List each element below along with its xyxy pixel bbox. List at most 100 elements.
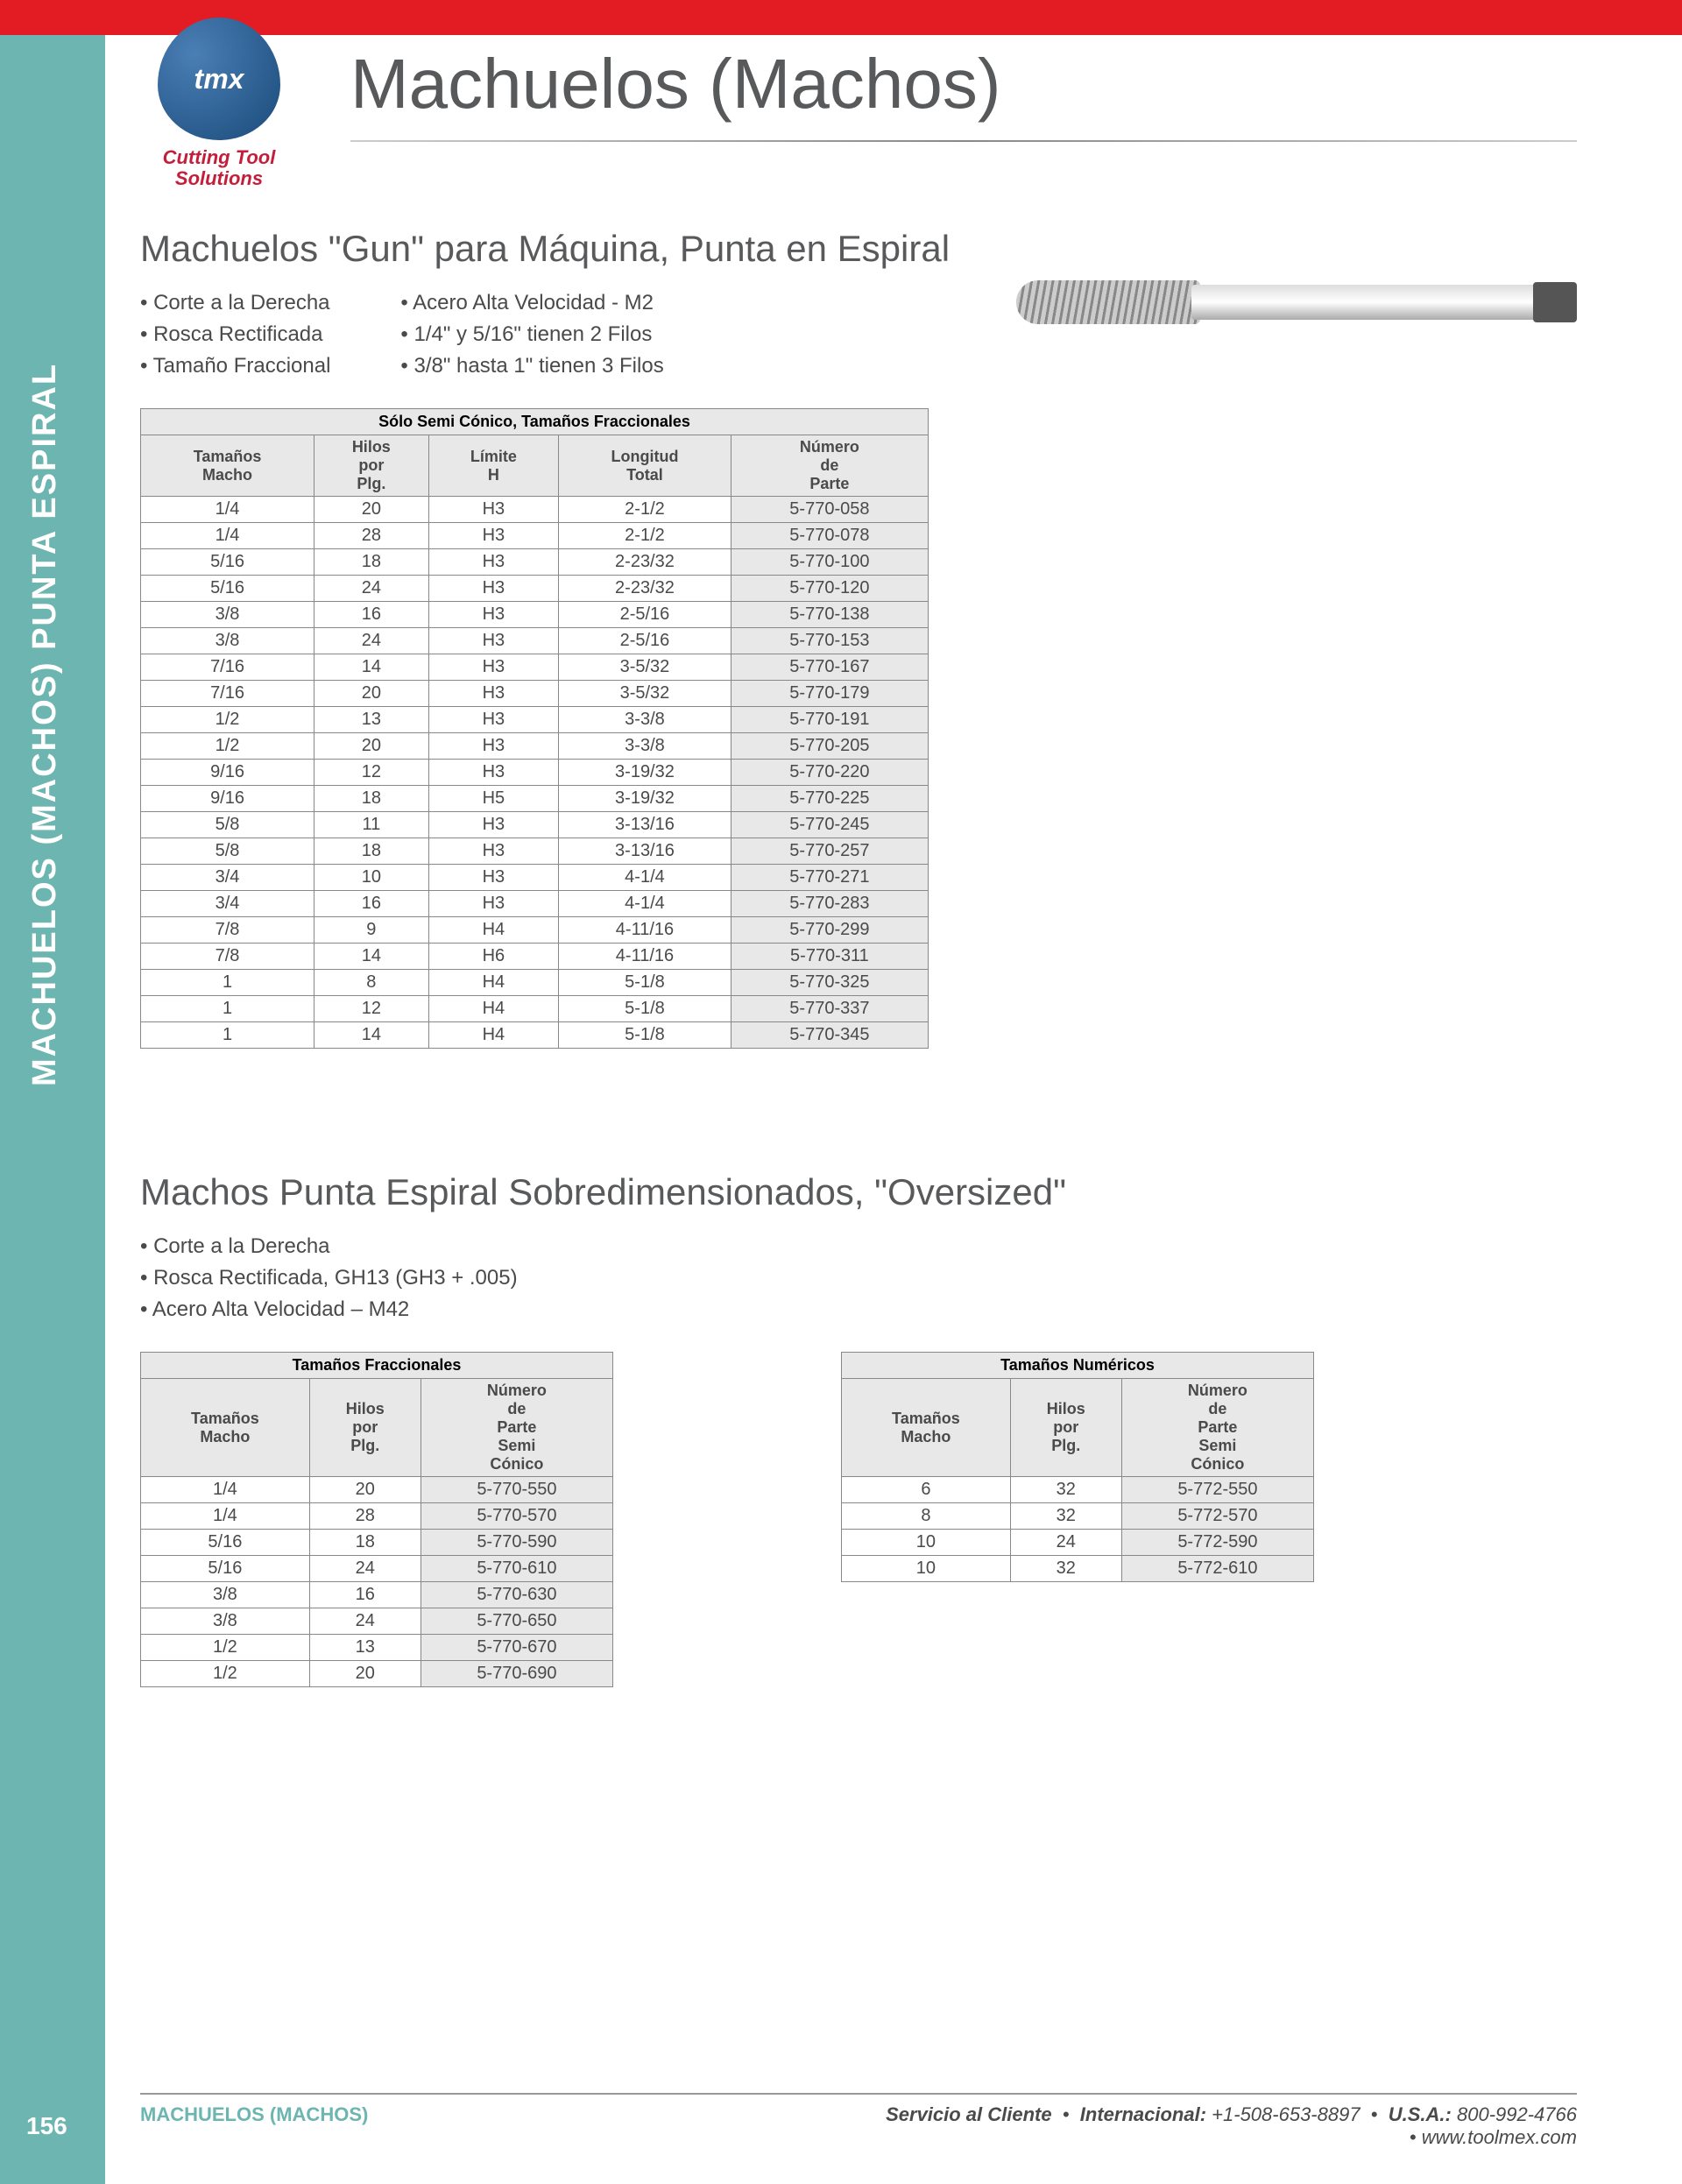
table-cell: 5-770-100 bbox=[731, 549, 928, 576]
table-cell: 5-770-225 bbox=[731, 786, 928, 812]
table-cell: 8 bbox=[314, 970, 429, 996]
table-cell: 4-1/4 bbox=[559, 865, 731, 891]
table-cell: H3 bbox=[428, 628, 559, 654]
table-row: 9/1612H33-19/325-770-220 bbox=[141, 760, 929, 786]
page-title: Machuelos (Machos) bbox=[350, 44, 1001, 124]
table-cell: 24 bbox=[314, 628, 429, 654]
feature-item: 1/4" y 5/16" tienen 2 Filos bbox=[400, 319, 663, 350]
table-cell: 5-772-590 bbox=[1121, 1530, 1313, 1556]
table-cell: 7/8 bbox=[141, 944, 314, 970]
table-row: 7/1620H33-5/325-770-179 bbox=[141, 681, 929, 707]
table-row: 7/814H64-11/165-770-311 bbox=[141, 944, 929, 970]
table-cell: 5-770-610 bbox=[420, 1556, 612, 1582]
table-cell: H4 bbox=[428, 996, 559, 1022]
table-row: 7/1614H33-5/325-770-167 bbox=[141, 654, 929, 681]
table-header: NúmerodeParteSemiCónico bbox=[420, 1379, 612, 1477]
table-cell: 9/16 bbox=[141, 786, 314, 812]
table-cell: 5-770-271 bbox=[731, 865, 928, 891]
table-cell: 3-3/8 bbox=[559, 707, 731, 733]
table-cell: H3 bbox=[428, 576, 559, 602]
logo: tmx Cutting ToolSolutions bbox=[131, 18, 307, 189]
table-cell: 18 bbox=[314, 838, 429, 865]
table-cell: 5-770-120 bbox=[731, 576, 928, 602]
section1-features: Corte a la DerechaRosca RectificadaTamañ… bbox=[140, 287, 1577, 382]
table-cell: 5-770-283 bbox=[731, 891, 928, 917]
table-cell: 1/2 bbox=[141, 1635, 310, 1661]
table-cell: 7/8 bbox=[141, 917, 314, 944]
table-row: 3/824H32-5/165-770-153 bbox=[141, 628, 929, 654]
table-cell: 24 bbox=[309, 1556, 420, 1582]
table-cell: 10 bbox=[842, 1556, 1011, 1582]
table-cell: H3 bbox=[428, 891, 559, 917]
table-cell: 3-19/32 bbox=[559, 760, 731, 786]
table-cell: 32 bbox=[1010, 1556, 1121, 1582]
table-cell: 3-13/16 bbox=[559, 838, 731, 865]
table-cell: H3 bbox=[428, 838, 559, 865]
table-cell: 5-1/8 bbox=[559, 1022, 731, 1049]
table-cell: 8 bbox=[842, 1503, 1011, 1530]
sidebar: MACHUELOS (MACHOS) PUNTA ESPIRAL 156 bbox=[0, 35, 105, 2184]
table-cell: 2-1/2 bbox=[559, 523, 731, 549]
table-cell: H3 bbox=[428, 812, 559, 838]
table-cell: H3 bbox=[428, 602, 559, 628]
table-cell: H3 bbox=[428, 523, 559, 549]
table-cell: H3 bbox=[428, 497, 559, 523]
table-cell: 18 bbox=[314, 549, 429, 576]
table-cell: 1/4 bbox=[141, 497, 314, 523]
table-cell: 14 bbox=[314, 1022, 429, 1049]
section1-title: Machuelos "Gun" para Máquina, Punta en E… bbox=[140, 228, 1577, 270]
table-cell: 3/8 bbox=[141, 1608, 310, 1635]
table-header: NúmerodeParte bbox=[731, 435, 928, 497]
table-cell: 13 bbox=[314, 707, 429, 733]
table-cell: 2-5/16 bbox=[559, 602, 731, 628]
table-cell: 3-19/32 bbox=[559, 786, 731, 812]
table-header: HilosporPlg. bbox=[309, 1379, 420, 1477]
table-cell: 5/8 bbox=[141, 838, 314, 865]
logo-brand: tmx bbox=[194, 63, 244, 95]
table-row: 3/416H34-1/45-770-283 bbox=[141, 891, 929, 917]
table-cell: 5-772-610 bbox=[1121, 1556, 1313, 1582]
table-cell: 5-770-299 bbox=[731, 917, 928, 944]
table-row: 3/8165-770-630 bbox=[141, 1582, 613, 1608]
table2a: TamañosMachoHilosporPlg.NúmerodeParteSem… bbox=[140, 1378, 613, 1687]
table-row: 5/1624H32-23/325-770-120 bbox=[141, 576, 929, 602]
table-row: 1/2205-770-690 bbox=[141, 1661, 613, 1687]
table-row: 1/2135-770-670 bbox=[141, 1635, 613, 1661]
table-cell: 7/16 bbox=[141, 681, 314, 707]
table-cell: 6 bbox=[842, 1477, 1011, 1503]
table-row: 9/1618H53-19/325-770-225 bbox=[141, 786, 929, 812]
table-header: LongitudTotal bbox=[559, 435, 731, 497]
table-cell: 3-3/8 bbox=[559, 733, 731, 760]
feature-item: Corte a la Derecha bbox=[140, 287, 330, 319]
table-row: 5/16185-770-590 bbox=[141, 1530, 613, 1556]
table-cell: 18 bbox=[309, 1530, 420, 1556]
table-cell: 5-772-570 bbox=[1121, 1503, 1313, 1530]
table-row: 5/811H33-13/165-770-245 bbox=[141, 812, 929, 838]
feature-item: 3/8" hasta 1" tienen 3 Filos bbox=[400, 350, 663, 382]
table-cell: 5-770-311 bbox=[731, 944, 928, 970]
table-cell: 5-770-257 bbox=[731, 838, 928, 865]
table-header: NúmerodeParteSemiCónico bbox=[1121, 1379, 1313, 1477]
table-cell: 9/16 bbox=[141, 760, 314, 786]
table-cell: 5-770-220 bbox=[731, 760, 928, 786]
table-cell: 5-770-205 bbox=[731, 733, 928, 760]
table-cell: 5-770-325 bbox=[731, 970, 928, 996]
table-cell: 11 bbox=[314, 812, 429, 838]
table-row: 8325-772-570 bbox=[842, 1503, 1314, 1530]
table-cell: 5-770-345 bbox=[731, 1022, 928, 1049]
table-cell: 10 bbox=[314, 865, 429, 891]
table-cell: 1 bbox=[141, 1022, 314, 1049]
table-cell: 3/8 bbox=[141, 1582, 310, 1608]
table-cell: 5-1/8 bbox=[559, 996, 731, 1022]
table-cell: H3 bbox=[428, 681, 559, 707]
table-cell: 1/4 bbox=[141, 1477, 310, 1503]
table-cell: 5-770-550 bbox=[420, 1477, 612, 1503]
table2b-caption: Tamaños Numéricos bbox=[841, 1352, 1314, 1378]
table-row: 112H45-1/85-770-337 bbox=[141, 996, 929, 1022]
table-cell: H3 bbox=[428, 760, 559, 786]
table-row: 3/8245-770-650 bbox=[141, 1608, 613, 1635]
table-cell: 24 bbox=[1010, 1530, 1121, 1556]
table1-caption: Sólo Semi Cónico, Tamaños Fraccionales bbox=[140, 408, 929, 435]
table-cell: 5/16 bbox=[141, 1530, 310, 1556]
table-cell: 5-770-670 bbox=[420, 1635, 612, 1661]
